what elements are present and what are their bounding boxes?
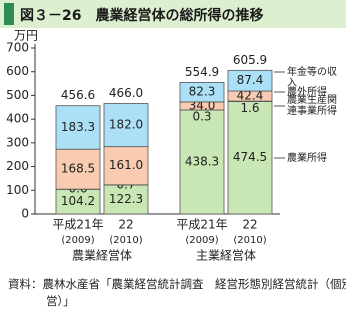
- value-label: 87.4: [237, 73, 264, 87]
- value-label: 161.0: [109, 158, 143, 172]
- bar-segment: [103, 146, 149, 186]
- source-note: 資料：農林水産省「農業経営統計調査 経営形態別経営統計（個別経営）」: [8, 277, 346, 308]
- bar-segment: [55, 105, 101, 150]
- bar-segment: [103, 103, 149, 148]
- total-label: 554.9: [185, 65, 219, 79]
- y-tick-label: 100: [6, 183, 29, 197]
- bar-segment: [179, 109, 225, 215]
- bar-segment: [55, 148, 101, 190]
- y-tick-label: 600: [6, 64, 29, 78]
- y-tick-label: 300: [6, 135, 29, 149]
- y-unit: 万円: [14, 29, 38, 43]
- total-label: 605.9: [233, 53, 267, 67]
- value-label: 183.3: [61, 120, 95, 134]
- legend-label: 農業所得: [287, 152, 327, 164]
- value-label: 168.5: [61, 162, 95, 176]
- y-tick-label: 200: [6, 159, 29, 173]
- value-label: 1.6: [240, 101, 259, 115]
- x-year-label: (2009): [61, 235, 94, 246]
- x-year-label: (2010): [109, 235, 142, 246]
- header-mark: [4, 3, 14, 25]
- value-label: 438.3: [185, 155, 219, 169]
- legend-label: 年金等の収入: [287, 66, 337, 89]
- value-label: 122.3: [109, 192, 143, 206]
- value-label: 42.4: [237, 89, 264, 103]
- x-tick-label: 平成21年: [176, 218, 227, 232]
- bar-segment: [179, 82, 225, 103]
- x-tick-label: 22: [242, 218, 257, 232]
- value-label: 0.3: [192, 110, 211, 124]
- y-tick-label: 0: [21, 207, 29, 221]
- bar-segment: [55, 188, 101, 215]
- legend-label: 農外所得: [287, 86, 327, 98]
- value-label: 182.0: [109, 118, 143, 132]
- total-label: 456.6: [61, 88, 95, 102]
- y-tick-label: 700: [6, 41, 29, 55]
- x-year-label: (2010): [233, 235, 266, 246]
- x-tick-label: 平成21年: [52, 218, 103, 232]
- chart-title: 図３－26 農業経営体の総所得の推移: [20, 8, 264, 24]
- total-label: 466.0: [109, 86, 143, 100]
- y-tick-label: 500: [6, 88, 29, 102]
- bar-segment: [227, 101, 273, 215]
- value-label: 474.5: [233, 150, 267, 164]
- group-label: 主業経営体: [196, 249, 256, 263]
- group-label: 農業経営体: [72, 249, 132, 263]
- x-tick-label: 22: [118, 218, 133, 232]
- bar-segment: [227, 69, 273, 92]
- legend-label: 農業生産関連事業所得: [287, 95, 337, 117]
- y-tick-label: 400: [6, 112, 29, 126]
- value-label: 104.2: [61, 194, 95, 208]
- x-year-label: (2009): [185, 235, 218, 246]
- header: 図３－26 農業経営体の総所得の推移: [0, 0, 346, 28]
- value-label: 82.3: [189, 85, 216, 99]
